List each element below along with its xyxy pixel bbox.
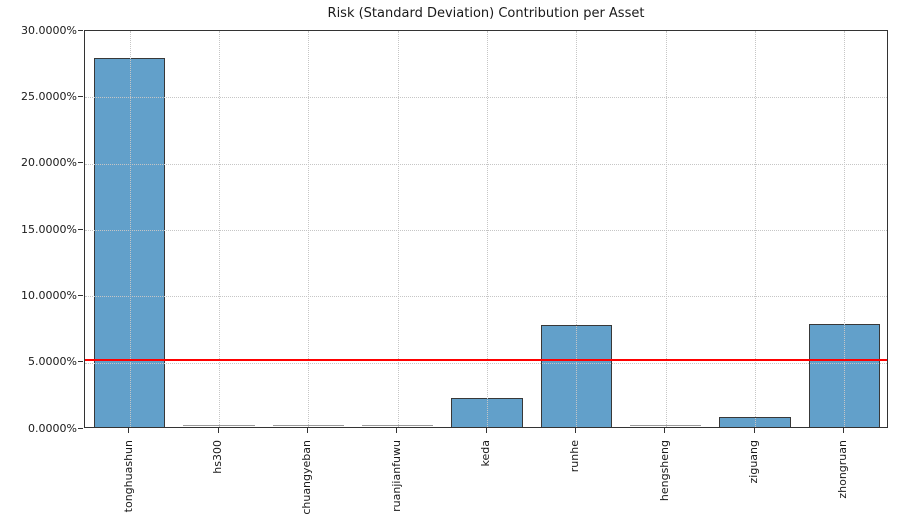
bar-tonghuashun [93,58,166,427]
bar-hengsheng [629,425,702,426]
h-gridline [85,296,887,298]
x-tick-label: hengsheng [657,440,671,502]
x-tick-mark [842,428,844,433]
v-gridline [129,31,131,427]
bar-zhongruan [808,323,881,427]
y-tick-mark [78,29,83,31]
y-tick-label: 5.0000% [28,355,77,369]
bar-ruanjianfuwu [361,425,434,426]
chart-title: Risk (Standard Deviation) Contribution p… [327,6,645,21]
bar-keda [451,397,523,427]
x-tick-label: ziguang [747,440,760,484]
h-gridline [85,163,887,165]
bar-chuangyeban [272,425,345,426]
x-tick-mark [396,428,398,433]
plot-area [84,30,888,428]
bar-hs300 [183,425,255,426]
y-tick-mark [78,162,83,164]
y-tick-label: 15.0000% [21,222,77,236]
v-gridline [308,31,310,427]
h-gridline [85,230,887,231]
x-tick-mark [574,428,576,433]
x-tick-label: runhe [568,440,582,473]
y-tick-label: 30.0000% [21,23,77,37]
x-tick-label: zhongruan [836,440,850,499]
x-tick-mark [753,428,755,433]
v-gridline [755,31,756,427]
y-tick-mark [78,294,83,296]
y-tick-label: 20.0000% [21,156,77,170]
y-tick-mark [78,228,83,230]
bar-runhe [540,324,613,427]
v-gridline [665,31,667,427]
h-gridline [85,362,887,364]
x-tick-label: keda [479,440,492,467]
y-tick-mark [78,95,83,97]
y-tick-mark [78,361,83,363]
x-tick-label: chuangyeban [300,440,314,515]
reference-line [85,359,887,361]
x-tick-mark [128,428,130,433]
y-tick-label: 25.0000% [21,89,77,103]
x-tick-label: tonghuashun [121,440,135,513]
y-tick-mark [78,427,83,429]
v-gridline [487,31,488,427]
h-gridline [85,97,887,99]
v-gridline [397,31,399,427]
x-tick-label: hs300 [211,440,224,474]
x-tick-mark [664,428,666,433]
x-tick-mark [485,428,487,433]
y-tick-label: 10.0000% [21,288,77,302]
v-gridline [576,31,578,427]
x-tick-mark [217,428,219,433]
bar-ziguang [719,417,791,427]
y-tick-label: 0.0000% [28,421,77,435]
v-gridline [219,31,220,427]
v-gridline [844,31,846,427]
x-tick-label: ruanjianfuwu [389,440,403,512]
x-tick-mark [306,428,308,433]
